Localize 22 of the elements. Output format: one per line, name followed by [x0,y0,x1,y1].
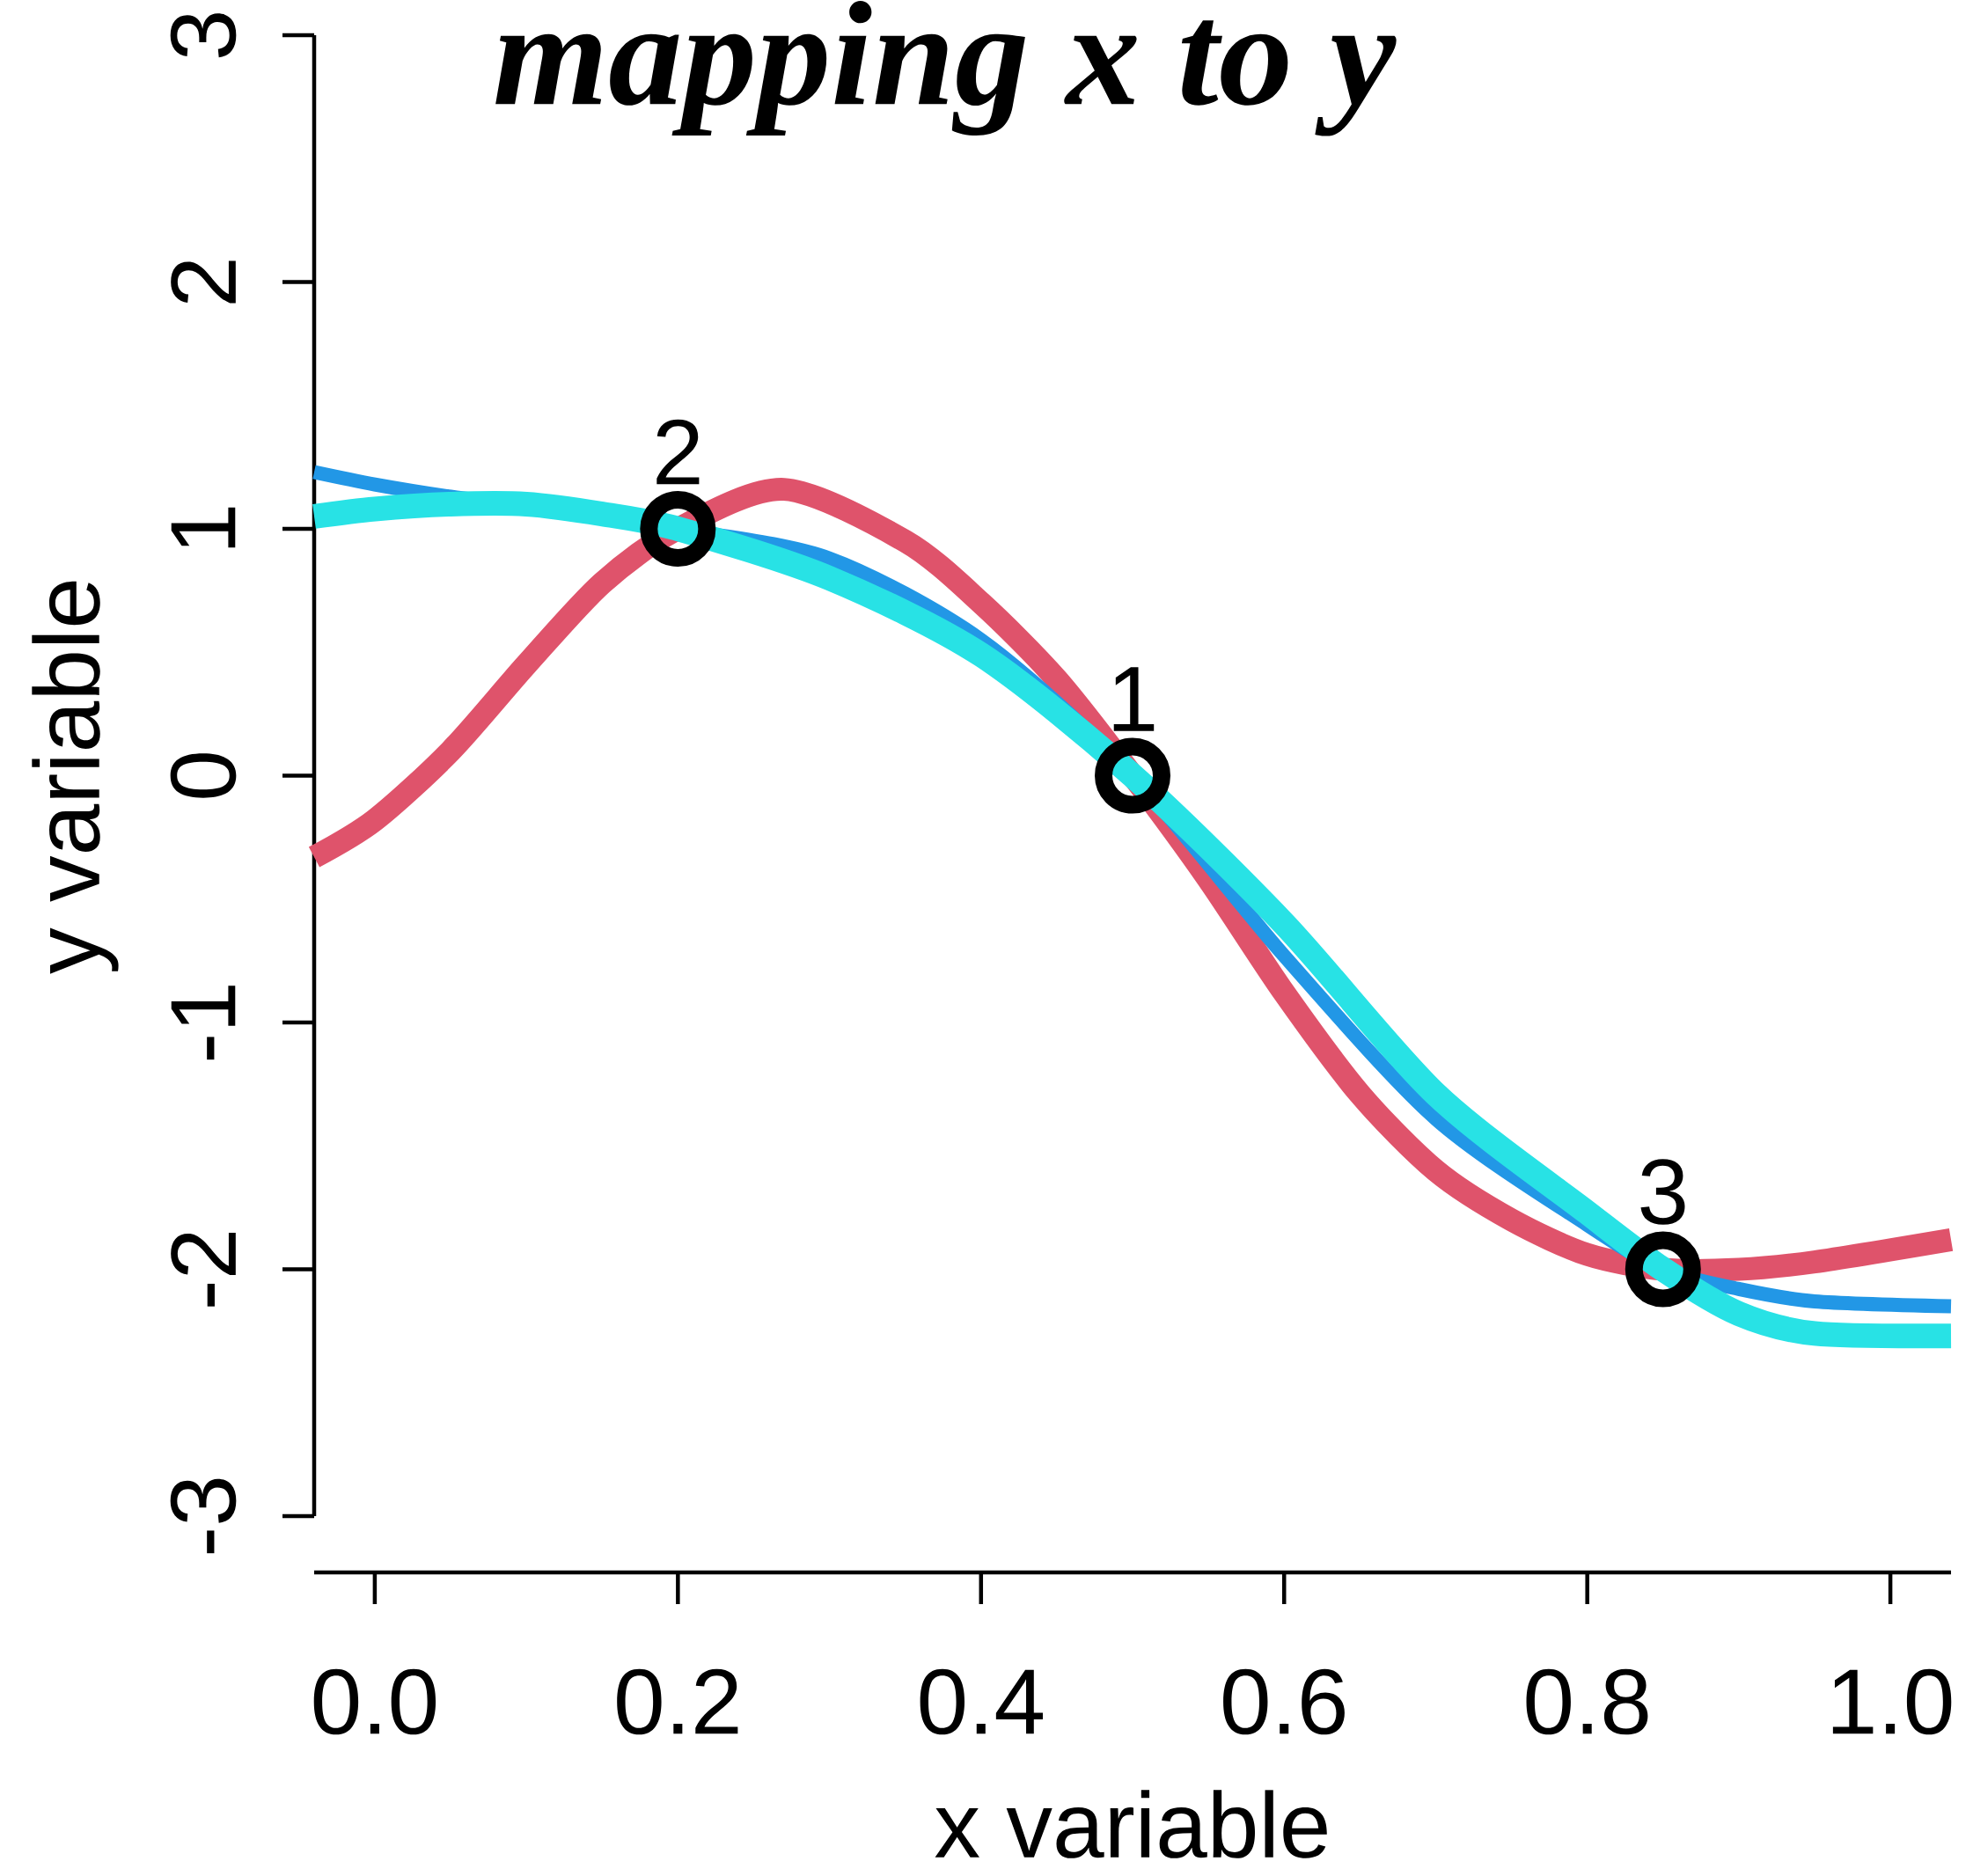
x-tick-label: 0.2 [617,1668,738,1735]
y-tick-label: -1 [171,986,236,1060]
y-axis-title: y variable [32,581,119,974]
point [1095,737,1170,814]
x-tick-label: 0.4 [920,1668,1043,1735]
y-tick-label: 3 [170,13,237,58]
chart-title: mapping x to y [495,1,1397,136]
x-tick-label: 1.0 [1832,1668,1952,1735]
annotation: 2 [656,419,700,485]
y-tick-label: 0 [170,753,237,798]
x-tick-label: 0.6 [1223,1668,1345,1735]
y-tick-label: 2 [171,260,236,304]
x-axis-title: x variable [935,1790,1327,1858]
y-tick-label: -2 [171,1232,236,1307]
y-tick-label: 1 [171,507,236,548]
y-tick-label: -3 [170,1478,237,1554]
point [1625,1231,1701,1308]
point [640,491,716,567]
annotation: 1 [1113,667,1155,731]
x-tick-label: 0.0 [313,1668,436,1735]
x-tick-label: 0.8 [1526,1668,1648,1735]
annotation: 3 [1640,1159,1685,1225]
